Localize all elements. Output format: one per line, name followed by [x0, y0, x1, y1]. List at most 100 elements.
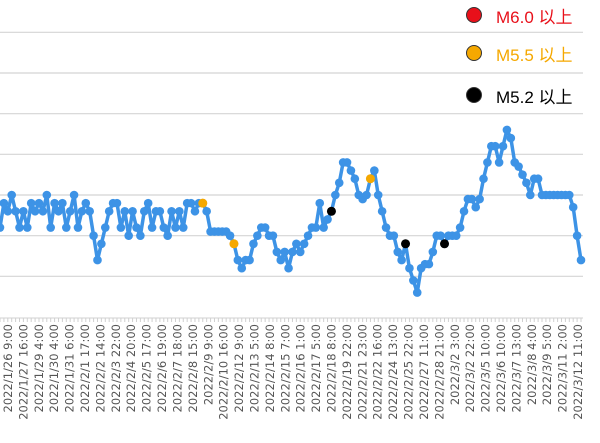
x-tick-labels: 2022/1/26 9:00 2022/1/27 16:00 2022/1/29 4…: [1, 324, 585, 420]
data-point: [104, 206, 114, 216]
data-point: [362, 190, 371, 200]
x-tick-label: 2022/2/13 5:00: [247, 324, 261, 412]
data-point: [93, 255, 102, 265]
data-point: [97, 239, 106, 249]
data-point: [334, 178, 344, 188]
data-point: [272, 247, 282, 257]
legend-label: M6.0 以上: [496, 7, 573, 27]
x-tick-label: 2022/2/16 1:00: [294, 324, 308, 412]
legend-item-m52: M5.2 以上: [466, 83, 577, 107]
data-point: [288, 247, 297, 257]
series-line: [0, 125, 586, 297]
data-point: [136, 231, 145, 240]
x-tick-label: 2022/2/25 22:00: [402, 324, 416, 420]
data-point: [483, 158, 492, 167]
data-point: [249, 239, 258, 249]
data-point: [19, 206, 28, 216]
data-point: [245, 255, 254, 265]
x-tick-label: 2022/2/4 20:00: [124, 324, 138, 412]
x-tick-label: 2022/3/2 22:00: [463, 324, 477, 412]
data-point: [373, 190, 383, 200]
black-dot-icon: [466, 87, 482, 103]
x-tick-label: 2022/2/28 21:00: [432, 324, 446, 420]
data-point: [225, 231, 235, 240]
data-point: [370, 166, 379, 175]
data-point: [65, 206, 75, 216]
data-point: [424, 259, 434, 269]
data-point: [514, 162, 523, 171]
data-point: [42, 190, 52, 200]
x-tick-label: 2022/2/27 11:00: [417, 324, 431, 420]
data-point: [451, 231, 461, 240]
data-point: [58, 198, 67, 208]
data-point: [533, 174, 543, 184]
data-point: [568, 202, 578, 212]
data-point: [331, 190, 340, 200]
red-dot-icon: [466, 7, 482, 23]
legend-item-m60: M6.0 以上: [466, 3, 577, 27]
x-tick-label: 2022/1/30 4:00: [47, 324, 61, 412]
x-tick-label: 2022/2/1 17:00: [78, 324, 92, 412]
data-point: [81, 198, 91, 208]
legend-label: M5.2 以上: [496, 87, 573, 107]
x-tick-label: 2022/3/7 13:00: [509, 324, 523, 412]
data-point: [268, 231, 278, 240]
data-point: [572, 231, 582, 240]
x-tick-label: 2022/2/10 16:00: [217, 324, 231, 420]
x-tick-label: 2022/3/2 3:00: [448, 324, 462, 405]
x-tick-label: 2022/2/8 15:00: [186, 324, 200, 412]
x-tick-label: 2022/2/9 9:00: [201, 324, 215, 405]
data-point: [475, 194, 484, 204]
data-point: [506, 133, 516, 143]
legend-item-m55: M5.5 以上: [466, 41, 577, 65]
data-point: [311, 223, 321, 232]
data-point: [167, 206, 176, 216]
data-point: [393, 247, 403, 257]
data-point: [139, 206, 149, 216]
data-point: [467, 194, 477, 204]
data-point: [30, 206, 40, 216]
data-point: [397, 255, 406, 265]
data-point: [128, 206, 137, 216]
data-point: [253, 231, 262, 240]
data-point: [22, 223, 32, 232]
x-axis: [0, 317, 583, 322]
data-point: [323, 215, 332, 224]
x-tick-label: 2022/1/26 9:00: [1, 324, 15, 412]
data-point: [143, 198, 153, 208]
data-point: [377, 206, 387, 216]
x-tick-label: 2022/1/29 4:00: [32, 324, 46, 412]
x-tick-label: 2022/1/27 16:00: [16, 324, 30, 420]
data-point: [381, 223, 391, 232]
data-point: [11, 206, 20, 216]
highlighted-point: [440, 239, 450, 249]
data-point: [237, 263, 247, 273]
data-point: [132, 223, 141, 232]
x-tick-label: 2022/2/15 7:00: [278, 324, 292, 412]
data-point: [409, 276, 418, 285]
data-point: [15, 223, 24, 232]
data-point: [299, 239, 309, 249]
legend-label: M5.5 以上: [496, 45, 573, 65]
data-point: [0, 198, 9, 208]
data-point: [292, 239, 301, 249]
data-point: [38, 206, 48, 216]
data-point: [459, 206, 469, 216]
x-tick-label: 2022/2/21 23:00: [355, 324, 369, 420]
data-point: [490, 141, 500, 151]
data-point: [436, 231, 445, 240]
data-point: [295, 247, 305, 257]
x-tick-label: 2022/3/5 10:00: [479, 324, 493, 412]
data-point: [412, 288, 422, 297]
data-point: [147, 223, 157, 232]
data-point: [565, 190, 574, 200]
x-tick-label: 2022/2/12 9:00: [232, 324, 246, 412]
data-point: [112, 198, 122, 208]
data-point: [175, 206, 184, 216]
data-point: [85, 206, 94, 216]
data-point: [303, 231, 313, 240]
data-point: [342, 158, 352, 167]
x-tick-label: 2022/2/2 14:00: [93, 324, 107, 412]
data-point: [171, 223, 180, 232]
